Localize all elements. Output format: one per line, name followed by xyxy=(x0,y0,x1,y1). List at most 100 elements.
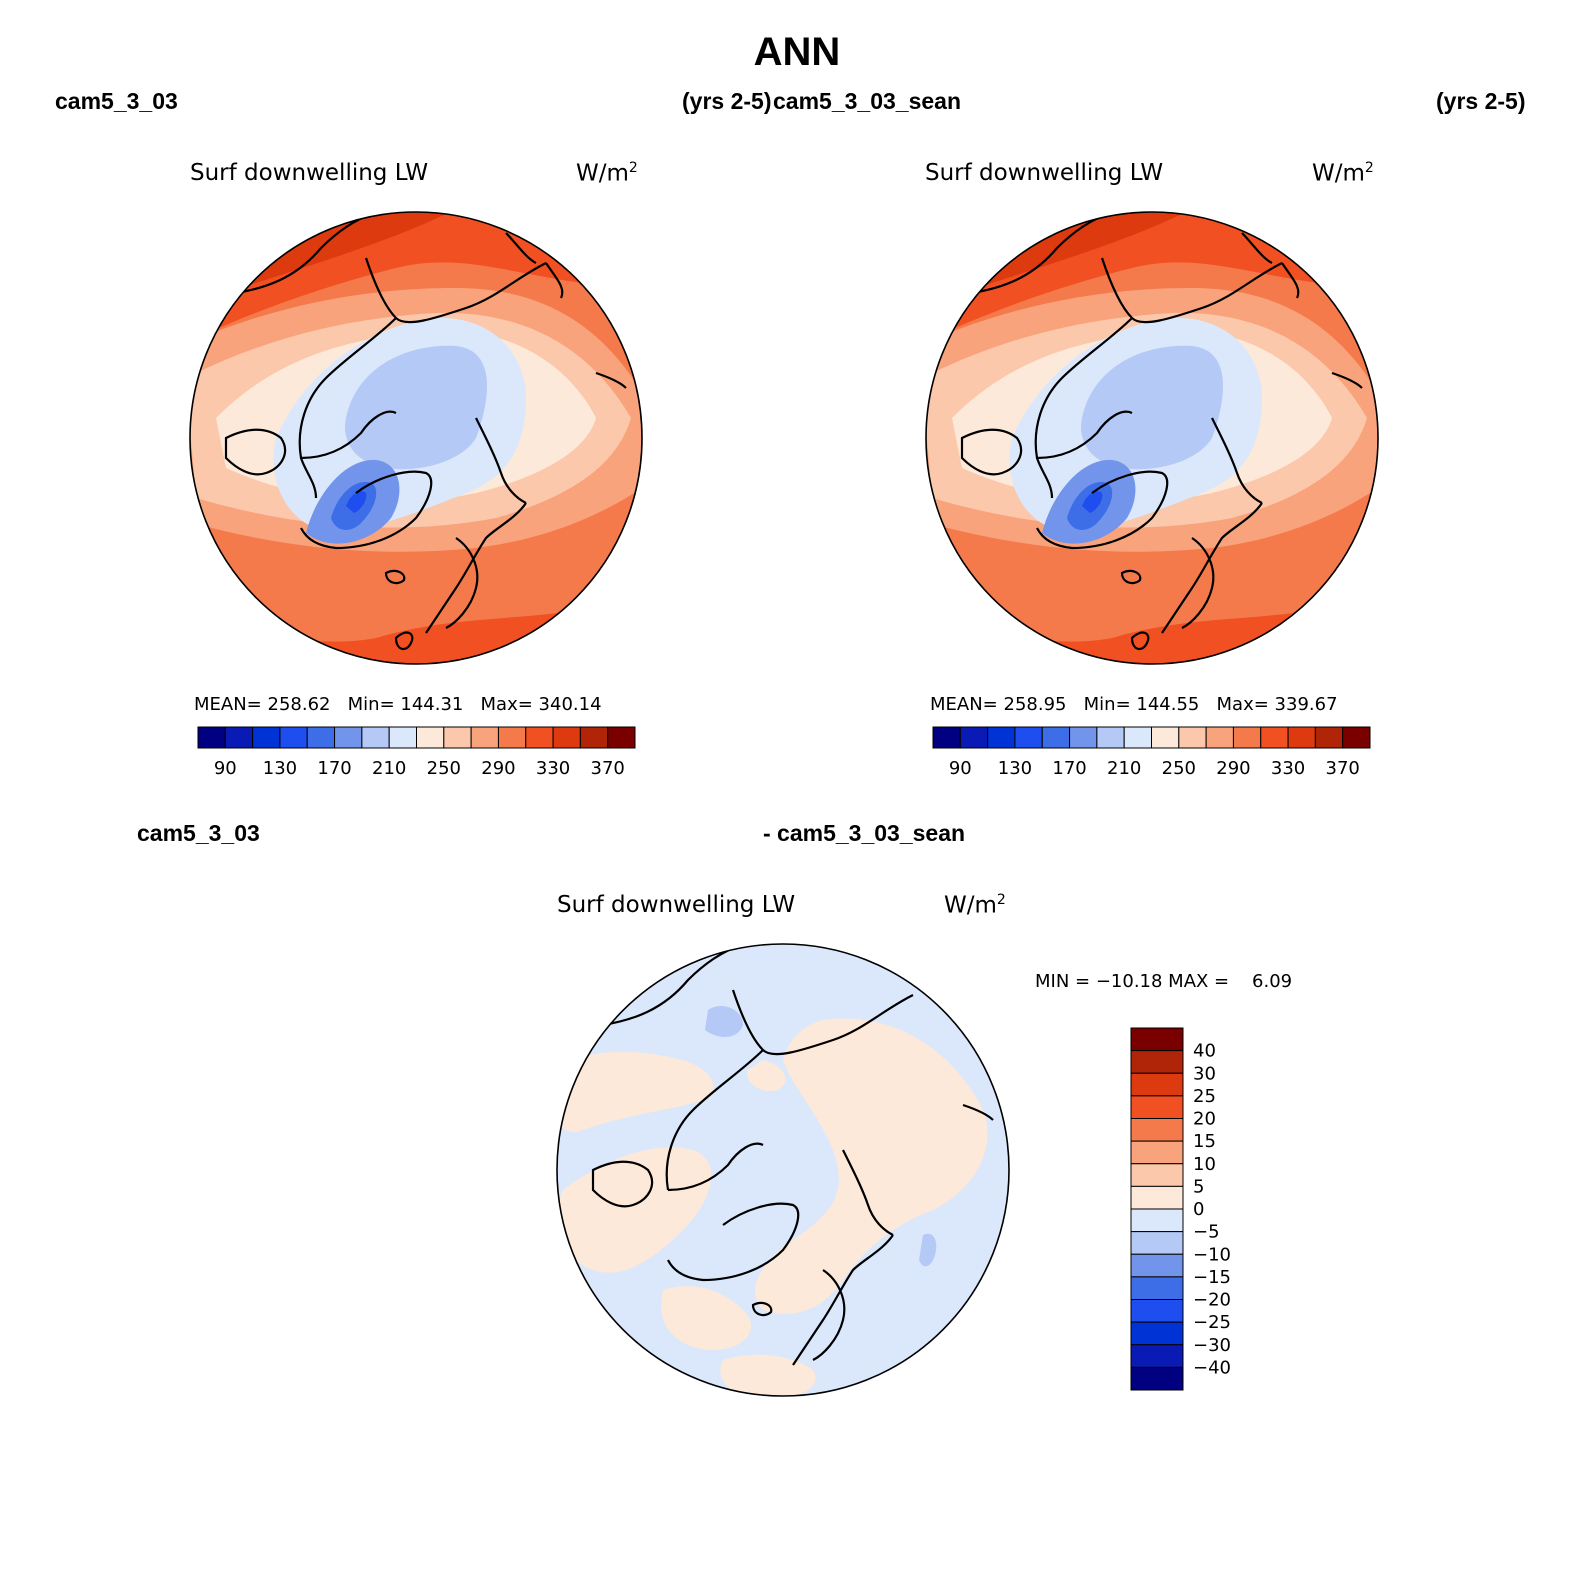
colorbar-box xyxy=(607,726,636,749)
colorbar-tick-label: −5 xyxy=(1193,1222,1220,1243)
colorbar-box xyxy=(932,726,961,749)
colorbar-tick-label: 10 xyxy=(1193,1154,1216,1175)
map-diff xyxy=(557,944,1009,1396)
colorbar-box xyxy=(959,726,989,749)
colorbar-box xyxy=(252,726,281,749)
panel2-years-label: (yrs 2-5) xyxy=(1436,88,1526,114)
colorbar-tick-label: −10 xyxy=(1193,1244,1231,1265)
colorbar-box xyxy=(1069,726,1098,749)
colorbar-box xyxy=(1130,1118,1184,1142)
colorbar-box xyxy=(361,726,390,749)
colorbar-tick-label: 210 xyxy=(372,758,406,779)
colorbar-tick-label: −15 xyxy=(1193,1267,1231,1288)
colorbar-box xyxy=(1205,726,1234,749)
colorbar-box xyxy=(388,726,417,749)
colorbar-box xyxy=(1130,1321,1184,1346)
colorbar-box xyxy=(1041,726,1071,749)
colorbar-box xyxy=(1130,1276,1184,1300)
colorbar-box xyxy=(197,726,226,749)
colorbar-tick-label: 170 xyxy=(1052,758,1086,779)
diff-stats: MIN = −10.18 MAX = 6.09 xyxy=(1035,971,1293,992)
diff-case-b-label: - cam5_3_03_sean xyxy=(763,820,966,846)
colorbar-box xyxy=(1314,726,1344,749)
colorbar-box xyxy=(1096,726,1125,749)
colorbar-box xyxy=(306,726,336,749)
colorbar-tick-label: 5 xyxy=(1193,1176,1204,1197)
colorbar-tick-label: 90 xyxy=(214,758,237,779)
colorbar-tick-label: 15 xyxy=(1193,1131,1216,1152)
panel2-case-label: cam5_3_03_sean xyxy=(773,88,961,114)
colorbar-tick-label: −30 xyxy=(1193,1335,1231,1356)
colorbar-tick-label: 370 xyxy=(591,758,625,779)
colorbar-box xyxy=(987,726,1016,749)
colorbar-box xyxy=(1287,726,1316,749)
colorbar-box xyxy=(224,726,254,749)
panel1-case-label: cam5_3_03 xyxy=(55,88,178,114)
colorbar-box xyxy=(1123,726,1152,749)
panel2-stats: MEAN= 258.95 Min= 144.55 Max= 339.67 xyxy=(930,694,1338,715)
colorbar-box xyxy=(1130,1185,1184,1210)
colorbar-box xyxy=(1151,726,1180,749)
diff-case-a-label: cam5_3_03 xyxy=(137,820,260,846)
colorbar-box xyxy=(470,726,499,749)
colorbar-tick-label: 90 xyxy=(949,758,972,779)
colorbar-box xyxy=(1130,1344,1184,1368)
map-panel2 xyxy=(926,212,1378,664)
panel1-stats: MEAN= 258.62 Min= 144.31 Max= 340.14 xyxy=(194,694,602,715)
colorbar-box xyxy=(1130,1050,1184,1074)
figure-title: ANN xyxy=(753,30,841,74)
colorbar-tick-label: 250 xyxy=(1162,758,1196,779)
colorbar-box xyxy=(1130,1163,1184,1187)
colorbar-box xyxy=(1130,1095,1184,1119)
colorbar-box xyxy=(1232,726,1262,749)
colorbar-tick-label: 330 xyxy=(536,758,570,779)
colorbar-tick-label: 210 xyxy=(1107,758,1141,779)
colorbar-box xyxy=(1342,726,1371,749)
colorbar-tick-label: 330 xyxy=(1271,758,1305,779)
colorbar-box xyxy=(334,726,363,749)
colorbar-box xyxy=(1130,1027,1184,1052)
diff-variable-label: Surf downwelling LW xyxy=(557,892,796,918)
colorbar-box xyxy=(579,726,609,749)
colorbar-box xyxy=(1130,1140,1184,1165)
map-panel1 xyxy=(190,212,642,664)
colorbar-tick-label: 250 xyxy=(427,758,461,779)
colorbar-tick-label: 290 xyxy=(1216,758,1250,779)
map-panel2-border xyxy=(925,211,1379,665)
colorbar-tick-label: 130 xyxy=(998,758,1032,779)
colorbar-tick-label: 25 xyxy=(1193,1086,1216,1107)
colorbar-box xyxy=(1130,1231,1184,1255)
colorbar-box xyxy=(416,726,445,749)
panel1-units-label: W/m2 xyxy=(576,160,638,187)
panel2-colorbar: 90 130 170 210 250 290 330 370 xyxy=(932,726,1371,779)
colorbar-tick-label: 20 xyxy=(1193,1109,1216,1130)
colorbar-box xyxy=(525,726,554,749)
panel2-variable-label: Surf downwelling LW xyxy=(925,160,1164,186)
colorbar-box xyxy=(1014,726,1043,749)
colorbar-tick-label: −40 xyxy=(1193,1357,1231,1378)
colorbar-tick-label: −25 xyxy=(1193,1312,1231,1333)
colorbar-box xyxy=(1130,1208,1184,1233)
panel2-units-label: W/m2 xyxy=(1312,160,1374,187)
colorbar-box xyxy=(552,726,581,749)
map-panel1-border xyxy=(189,211,643,665)
colorbar-box xyxy=(1130,1072,1184,1097)
panel1-colorbar: 90 130 170 210 250 290 330 370 xyxy=(197,726,636,779)
colorbar-tick-label: 170 xyxy=(317,758,351,779)
colorbar-tick-label: 370 xyxy=(1326,758,1360,779)
colorbar-box xyxy=(279,726,308,749)
colorbar-box xyxy=(1130,1366,1184,1391)
colorbar-box xyxy=(1178,726,1207,749)
colorbar-tick-label: 30 xyxy=(1193,1063,1216,1084)
panel1-years-label: (yrs 2-5) xyxy=(682,88,772,114)
colorbar-box xyxy=(443,726,472,749)
colorbar-tick-label: 40 xyxy=(1193,1041,1216,1062)
colorbar-tick-label: 290 xyxy=(481,758,515,779)
colorbar-tick-label: 130 xyxy=(263,758,297,779)
colorbar-tick-label: 0 xyxy=(1193,1199,1204,1220)
colorbar-box xyxy=(1130,1253,1184,1278)
diff-units-label: W/m2 xyxy=(944,892,1006,919)
panel1-variable-label: Surf downwelling LW xyxy=(190,160,429,186)
